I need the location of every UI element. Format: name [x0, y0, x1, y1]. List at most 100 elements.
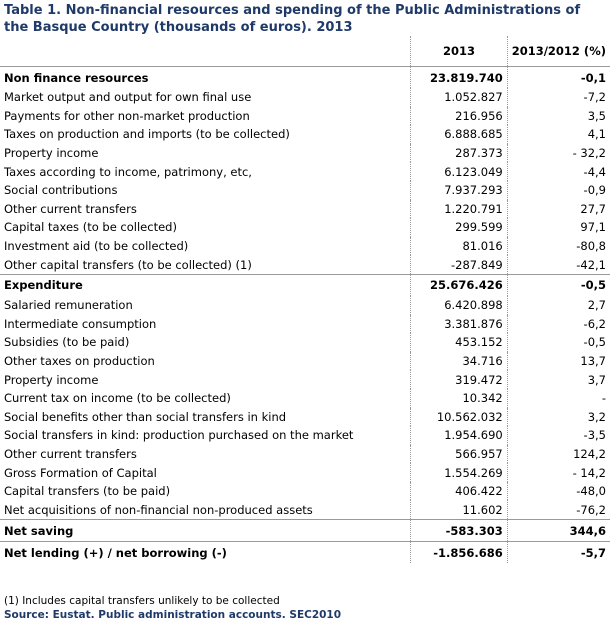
value-cell: 97,1 [506, 218, 610, 237]
row-label: Social transfers in kind: production pur… [4, 428, 354, 443]
row-label: Taxes on production and imports (to be c… [4, 127, 290, 142]
value-cell: -0,9 [506, 180, 610, 200]
row-label: Other current transfers [4, 446, 137, 461]
value-cell: -0,5 [506, 273, 610, 296]
item-row: Social transfers in kind: production pur… [0, 426, 610, 445]
header-row: 2013 2013/2012 (%) [0, 36, 610, 67]
value-cell: - [506, 388, 610, 408]
total-row: Net saving -583.303 344,6 [0, 519, 610, 542]
value-cell: -80,8 [506, 236, 610, 256]
value-cell: -3,5 [506, 426, 610, 445]
row-label: Net lending (+) / net borrowing (-) [0, 541, 411, 564]
value-cell: 11.602 [410, 500, 508, 520]
table-header: 2013 2013/2012 (%) [0, 36, 610, 67]
total-row: Net lending (+) / net borrowing (-) -1.85… [0, 541, 610, 564]
value-cell: 3,5 [506, 106, 610, 126]
value-cell: 1.220.791 [410, 199, 508, 219]
item-row: Social contributions 7.937.293 -0,9 [0, 180, 610, 200]
item-row: Market output and output for own final u… [0, 88, 610, 107]
value-cell: 453.152 [410, 333, 508, 352]
row-label: Other capital transfers (to be collected… [4, 257, 252, 272]
row-label: Non finance resources [0, 66, 411, 88]
value-cell: -0,1 [506, 66, 610, 88]
source: Source: Eustat. Public administration ac… [4, 609, 342, 621]
value-cell: 1.954.690 [410, 426, 508, 445]
value-cell: 6.420.898 [410, 295, 508, 315]
table-body: Non finance resources 23.819.740 -0,1 Marke… [0, 66, 610, 564]
row-label: Property income [4, 146, 99, 161]
row-label: Capital taxes (to be collected) [4, 220, 177, 235]
value-cell: 10.562.032 [410, 407, 508, 427]
item-row: Capital taxes (to be collected) 299.599 97… [0, 218, 610, 237]
value-cell: -42,1 [506, 255, 610, 275]
item-row: Gross Formation of Capital 1.554.269- 14,… [0, 463, 610, 482]
item-row: Subsidies (to be paid) 453.152 -0,5 [0, 333, 610, 352]
value-cell: -1.856.686 [410, 541, 508, 564]
item-row: Payments for other non-market production… [0, 106, 610, 126]
value-cell: 27,7 [506, 199, 610, 219]
value-cell: -76,2 [506, 500, 610, 520]
row-label: Gross Formation of Capital [4, 465, 157, 480]
value-cell: 566.957 [410, 444, 508, 464]
row-label: Payments for other non-market production [4, 108, 250, 123]
value-cell: 6.123.049 [410, 162, 508, 181]
row-label: Salaried remuneration [4, 298, 133, 313]
value-cell: -48,0 [506, 481, 610, 501]
item-row: Current tax on income (to be collected) 1… [0, 388, 610, 408]
row-label: Investment aid (to be collected) [4, 239, 189, 254]
value-cell: 299.599 [410, 218, 508, 237]
total-row: Non finance resources 23.819.740 -0,1 [0, 66, 610, 88]
value-cell: -5,7 [506, 541, 610, 564]
value-cell: 81.016 [410, 236, 508, 256]
item-row: Property income 287.373- 32,2 [0, 143, 610, 163]
value-cell: 319.472 [410, 370, 508, 389]
value-cell: -6,2 [506, 314, 610, 334]
value-cell: 10.342 [410, 388, 508, 408]
value-cell: 3,2 [506, 407, 610, 427]
item-row: Taxes according to income, patrimony, et… [0, 162, 610, 181]
footnote: (1) Includes capital transfers unlikely … [4, 595, 280, 607]
value-cell: - 32,2 [506, 143, 610, 163]
row-label: Expenditure [0, 273, 411, 296]
value-cell: -0,5 [506, 333, 610, 352]
value-cell: 25.676.426 [410, 273, 508, 296]
value-cell: 1.554.269 [410, 463, 508, 482]
value-cell: 1.052.827 [410, 88, 508, 107]
row-label: Taxes according to income, patrimony, et… [4, 164, 252, 179]
item-row: Other current transfers 566.957 124,2 [0, 444, 610, 464]
item-row: Other capital transfers (to be collected… [0, 255, 610, 275]
total-row: Expenditure 25.676.426 -0,5 [0, 273, 610, 296]
value-cell: -583.303 [410, 519, 508, 542]
value-cell: 6.888.685 [410, 125, 508, 144]
row-label: Other taxes on production [4, 354, 155, 369]
value-cell: 23.819.740 [410, 66, 508, 88]
value-cell: 34.716 [410, 351, 508, 371]
value-cell: 344,6 [506, 519, 610, 542]
item-row: Salaried remuneration 6.420.898 2,7 [0, 295, 610, 315]
item-row: Property income 319.472 3,7 [0, 370, 610, 389]
value-cell: -7,2 [506, 88, 610, 107]
row-label: Property income [4, 372, 99, 387]
row-label: Current tax on income (to be collected) [4, 391, 231, 406]
item-row: Taxes on production and imports (to be c… [0, 125, 610, 144]
value-cell: 124,2 [506, 444, 610, 464]
row-label: Social benefits other than social transf… [4, 409, 287, 424]
row-label: Net saving [0, 519, 411, 542]
value-cell: 3,7 [506, 370, 610, 389]
value-cell: 4,1 [506, 125, 610, 144]
row-label: Other current transfers [4, 201, 137, 216]
row-label: Social contributions [4, 183, 118, 198]
table-title: Table 1. Non-financial resources and spe… [4, 3, 581, 35]
item-row: Social benefits other than social transf… [0, 407, 610, 427]
item-row: Net acquisitions of non-financial non-pr… [0, 500, 610, 520]
value-cell: 287.373 [410, 143, 508, 163]
header-cell: 2013/2012 (%) [506, 36, 610, 67]
row-label: Net acquisitions of non-financial non-pr… [4, 502, 313, 517]
value-cell: -4,4 [506, 162, 610, 181]
value-cell: 3.381.876 [410, 314, 508, 334]
header-cell [0, 36, 411, 67]
row-label: Subsidies (to be paid) [4, 335, 130, 350]
row-label: Capital transfers (to be paid) [4, 484, 171, 499]
table: 2013 2013/2012 (%) Non finance resources… [0, 36, 610, 564]
